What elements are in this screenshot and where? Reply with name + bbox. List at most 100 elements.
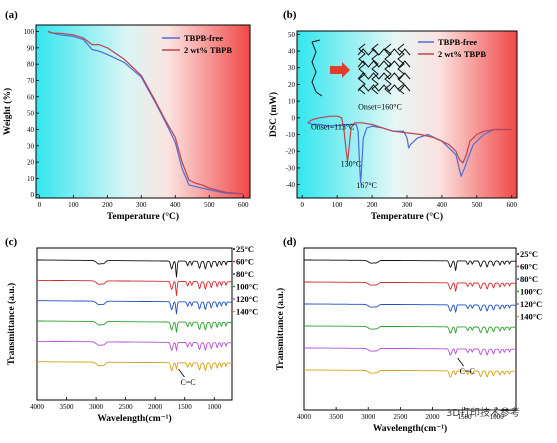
spectrum-line-80-c xyxy=(304,303,516,313)
x-tick-label: 600 xyxy=(507,201,518,209)
y-tick-label: 10 xyxy=(288,98,296,106)
panel-a: 0 100 200 300 400 500 600 0 10 20 30 40 50 60 70 80 90 10… xyxy=(2,9,251,222)
x-tick-label: 500 xyxy=(204,201,215,209)
annotation-label: Onset=160°C xyxy=(358,102,402,111)
network-chain xyxy=(357,84,411,92)
reaction-arrow xyxy=(330,62,350,78)
x-tick-label: 1000 xyxy=(207,403,222,411)
series-line-tbpb-free xyxy=(47,30,244,195)
panel-label: (b) xyxy=(283,9,297,21)
x-tick-label: 3000 xyxy=(89,403,104,411)
legend-label: 25°C xyxy=(236,244,254,254)
legend-label: TBPB-free xyxy=(438,37,477,47)
plot-background xyxy=(297,31,517,198)
y-axis-label: DSC (mW) xyxy=(268,92,279,137)
annotation-label: C=C xyxy=(180,378,195,387)
molecule-end xyxy=(315,91,323,97)
y-tick-label: 100 xyxy=(24,28,35,36)
legend-label: 140°C xyxy=(236,307,258,317)
x-tick-label: 2000 xyxy=(148,403,163,411)
y-tick-label: 10 xyxy=(27,175,35,183)
panel-label: (c) xyxy=(5,236,18,248)
y-tick-label: 40 xyxy=(27,126,35,134)
annotation-pointer xyxy=(457,357,464,367)
legend-label: 80°C xyxy=(236,269,254,279)
x-tick-label: 1500 xyxy=(458,413,473,421)
x-axis-label: Wavelength(cm⁻¹) xyxy=(97,413,171,424)
legend-label: 2 wt% TBPB xyxy=(184,45,232,55)
spectrum-line-140-c xyxy=(304,369,516,378)
y-axis-label: Transmittance (a.u.) xyxy=(275,288,286,370)
x-tick-label: 2000 xyxy=(425,413,440,421)
series-line-tbpb-free xyxy=(307,122,512,184)
legend-label: 140°C xyxy=(520,312,542,322)
plot-frame xyxy=(35,24,251,199)
legend-label: 60°C xyxy=(236,257,254,267)
x-tick-label: 2500 xyxy=(119,403,134,411)
legend-label: 100°C xyxy=(236,282,258,292)
panel-d: 4000 3500 3000 2500 2000 1500 1000 Wavelength(c… xyxy=(275,236,542,434)
x-tick-label: 4000 xyxy=(297,413,312,421)
x-axis-label: Temperature (°C) xyxy=(371,211,443,222)
legend-label: 60°C xyxy=(520,262,538,272)
y-tick-label: -20 xyxy=(286,148,296,156)
y-tick-label: -40 xyxy=(286,181,296,189)
x-tick-label: 1500 xyxy=(178,403,193,411)
watermark: 3D打印技术参考 xyxy=(446,406,520,419)
y-tick-label: -30 xyxy=(286,164,296,172)
spectrum-line-120-c xyxy=(37,340,232,352)
y-tick-label: 0 xyxy=(31,191,35,199)
y-tick-label: 30 xyxy=(288,64,296,72)
legend-label: 100°C xyxy=(520,287,542,297)
x-tick-label: 500 xyxy=(472,201,483,209)
x-tick-label: 400 xyxy=(170,201,181,209)
legend-label: 25°C xyxy=(520,249,538,259)
spectrum-line-100-c xyxy=(37,320,232,333)
x-axis-label: Temperature (°C) xyxy=(107,211,179,222)
y-tick-label: 50 xyxy=(27,110,35,118)
spectrum-line-80-c xyxy=(37,300,232,315)
y-tick-label: 50 xyxy=(288,31,296,39)
molecule-end xyxy=(311,39,321,43)
y-tick-label: 80 xyxy=(27,61,35,69)
series-line-2-wt-tbpb xyxy=(307,115,512,164)
spectrum-line-25-c xyxy=(37,259,232,278)
x-tick-label: 400 xyxy=(437,201,448,209)
spectrum-line-120-c xyxy=(304,347,516,356)
x-tick-label: 0 xyxy=(38,201,42,209)
legend-label: 80°C xyxy=(520,274,538,284)
network-chain xyxy=(357,60,411,68)
x-tick-label: 2500 xyxy=(393,413,408,421)
x-tick-label: 300 xyxy=(402,201,413,209)
y-tick-label: 20 xyxy=(27,159,35,167)
plot-frame xyxy=(36,247,233,401)
legend-label: 2 wt% TBPB xyxy=(438,49,486,59)
panel-b: 0 100 200 300 400 500 600 -40 -30 -20 -10 0 10 20 30 40… xyxy=(268,9,518,222)
plot-background xyxy=(36,25,250,198)
legend-label: 120°C xyxy=(236,294,258,304)
y-tick-label: -10 xyxy=(286,131,296,139)
network-chain xyxy=(384,43,392,95)
annotation-pointer xyxy=(178,368,185,378)
y-axis-label: Weight (%) xyxy=(2,88,13,135)
x-tick-label: 100 xyxy=(68,201,79,209)
network-chain xyxy=(357,48,411,56)
x-tick-label: 600 xyxy=(238,201,249,209)
structure-schematic xyxy=(311,39,411,97)
x-tick-label: 0 xyxy=(300,201,304,209)
x-tick-label: 100 xyxy=(332,201,343,209)
y-tick-label: 0 xyxy=(292,114,296,122)
x-tick-label: 3000 xyxy=(361,413,376,421)
legend-label: TBPB-free xyxy=(184,33,223,43)
x-tick-label: 4000 xyxy=(30,403,45,411)
x-tick-label: 200 xyxy=(367,201,378,209)
annotation-label: 167°C xyxy=(356,181,377,190)
legend-label: 120°C xyxy=(520,299,542,309)
y-tick-label: 30 xyxy=(27,142,35,150)
x-tick-label: 3500 xyxy=(329,413,344,421)
y-tick-label: 40 xyxy=(288,48,296,56)
x-tick-label: 3500 xyxy=(60,403,75,411)
spectrum-line-60-c xyxy=(304,281,516,292)
annotation-label: 130°C xyxy=(341,159,362,168)
